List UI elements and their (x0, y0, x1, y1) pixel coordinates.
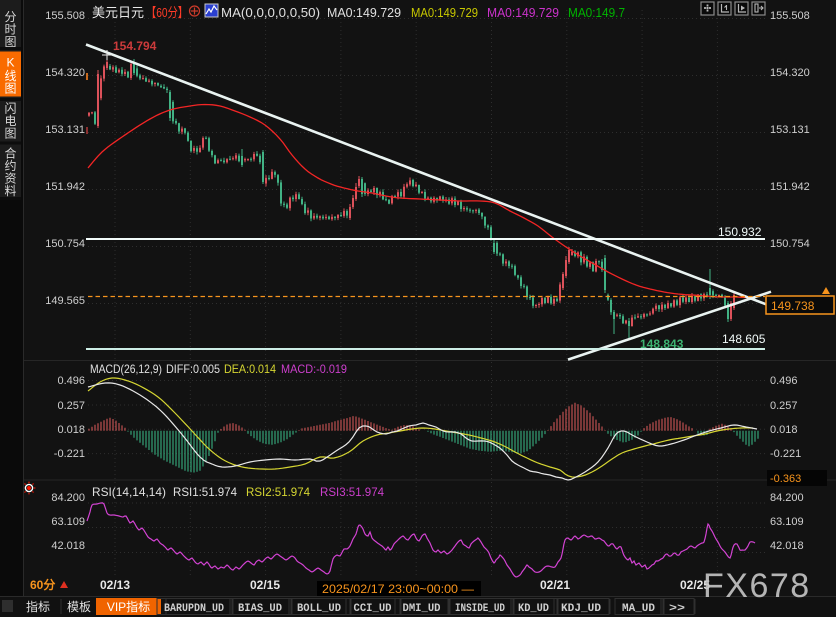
svg-text:【60分】: 【60分】 (146, 5, 188, 20)
svg-text:RSI(14,14,14): RSI(14,14,14) (92, 485, 166, 499)
svg-text:153.131: 153.131 (45, 124, 85, 136)
svg-text:0.018: 0.018 (57, 424, 85, 436)
svg-text:指标: 指标 (26, 599, 50, 614)
svg-text:84.200: 84.200 (770, 492, 804, 504)
svg-text:154.794: 154.794 (113, 39, 157, 53)
svg-text:02/15: 02/15 (250, 578, 280, 592)
svg-text:电: 电 (4, 114, 16, 128)
svg-text:0.496: 0.496 (770, 375, 798, 387)
svg-text:MA(0,0,0,0,0,50): MA(0,0,0,0,0,50) (221, 5, 320, 20)
svg-text:02/13: 02/13 (100, 578, 130, 592)
svg-text:K: K (6, 56, 14, 70)
svg-text:63.109: 63.109 (51, 516, 85, 528)
svg-text:图: 图 (4, 35, 16, 49)
svg-text:MA0:149.729: MA0:149.729 (327, 5, 401, 20)
svg-text:42.018: 42.018 (770, 540, 804, 552)
svg-text:149.738: 149.738 (771, 299, 815, 313)
svg-text:模板: 模板 (67, 600, 91, 614)
svg-text:154.320: 154.320 (770, 67, 810, 79)
svg-text:0.018: 0.018 (770, 424, 798, 436)
svg-text:分: 分 (4, 10, 16, 24)
svg-text:KD_UD: KD_UD (518, 603, 549, 615)
svg-text:FX678: FX678 (703, 567, 811, 605)
svg-text:合: 合 (4, 146, 16, 161)
svg-text:-0.221: -0.221 (770, 448, 801, 460)
svg-text:BIAS_UD: BIAS_UD (238, 603, 282, 615)
svg-text:148.843: 148.843 (640, 337, 684, 351)
svg-text:KDJ_UD: KDJ_UD (561, 603, 601, 615)
svg-text:154.320: 154.320 (45, 67, 85, 79)
svg-text:155.508: 155.508 (45, 10, 85, 22)
svg-text:DMI_UD: DMI_UD (403, 603, 441, 615)
svg-text:线: 线 (4, 69, 16, 83)
svg-text:MA_UD: MA_UD (622, 603, 655, 615)
svg-text:2025/02/17 23:00~00:00 —: 2025/02/17 23:00~00:00 — (322, 582, 474, 596)
svg-text:INSIDE_UD: INSIDE_UD (455, 603, 505, 615)
svg-text:MA0:149.7: MA0:149.7 (568, 5, 625, 20)
svg-text:DIFF:0.005: DIFF:0.005 (166, 362, 220, 376)
svg-text:MA0:149.729: MA0:149.729 (487, 5, 559, 20)
svg-text:资: 资 (4, 172, 16, 186)
svg-text:CCI_UD: CCI_UD (354, 603, 392, 615)
svg-text:BOLL_UD: BOLL_UD (297, 603, 341, 615)
svg-text:153.131: 153.131 (770, 124, 810, 136)
svg-text:RSI1:51.974: RSI1:51.974 (173, 485, 237, 499)
svg-text:料: 料 (4, 184, 16, 198)
svg-text:42.018: 42.018 (51, 540, 85, 552)
svg-text:RSI2:51.974: RSI2:51.974 (246, 485, 310, 499)
svg-text:149.565: 149.565 (45, 295, 85, 307)
svg-text:02/25: 02/25 (680, 578, 710, 592)
svg-text:图: 图 (4, 82, 16, 96)
svg-text:0.257: 0.257 (57, 400, 85, 412)
svg-text:时: 时 (4, 23, 16, 37)
svg-text:MA0:149.729: MA0:149.729 (411, 5, 478, 20)
svg-text:150.932: 150.932 (718, 225, 762, 239)
svg-text:>>: >> (669, 603, 685, 615)
svg-text:150.754: 150.754 (770, 238, 810, 250)
svg-text:DEA:0.014: DEA:0.014 (224, 362, 276, 376)
svg-text:VIP指标: VIP指标 (107, 599, 150, 614)
svg-text:155.508: 155.508 (770, 10, 810, 22)
svg-text:148.605: 148.605 (722, 332, 766, 346)
svg-text:151.942: 151.942 (770, 181, 810, 193)
svg-text:150.754: 150.754 (45, 238, 85, 250)
svg-text:60分: 60分 (30, 577, 55, 592)
svg-text:151.942: 151.942 (45, 181, 85, 193)
svg-text:MACD:-0.019: MACD:-0.019 (281, 362, 347, 376)
svg-text:图: 图 (4, 127, 16, 141)
svg-text:-0.221: -0.221 (54, 448, 85, 460)
svg-text:84.200: 84.200 (51, 492, 85, 504)
svg-text:0.496: 0.496 (57, 375, 85, 387)
svg-text:63.109: 63.109 (770, 516, 804, 528)
svg-text:MACD(26,12,9): MACD(26,12,9) (90, 362, 162, 376)
svg-text:美元日元: 美元日元 (92, 5, 144, 20)
svg-text:-0.363: -0.363 (770, 473, 801, 485)
svg-text:约: 约 (4, 158, 16, 173)
svg-text:闪: 闪 (4, 102, 16, 116)
svg-text:02/21: 02/21 (540, 578, 570, 592)
svg-text:0.257: 0.257 (770, 400, 798, 412)
svg-text:RSI3:51.974: RSI3:51.974 (320, 485, 384, 499)
svg-text:BARUPDN_UD: BARUPDN_UD (164, 603, 224, 615)
